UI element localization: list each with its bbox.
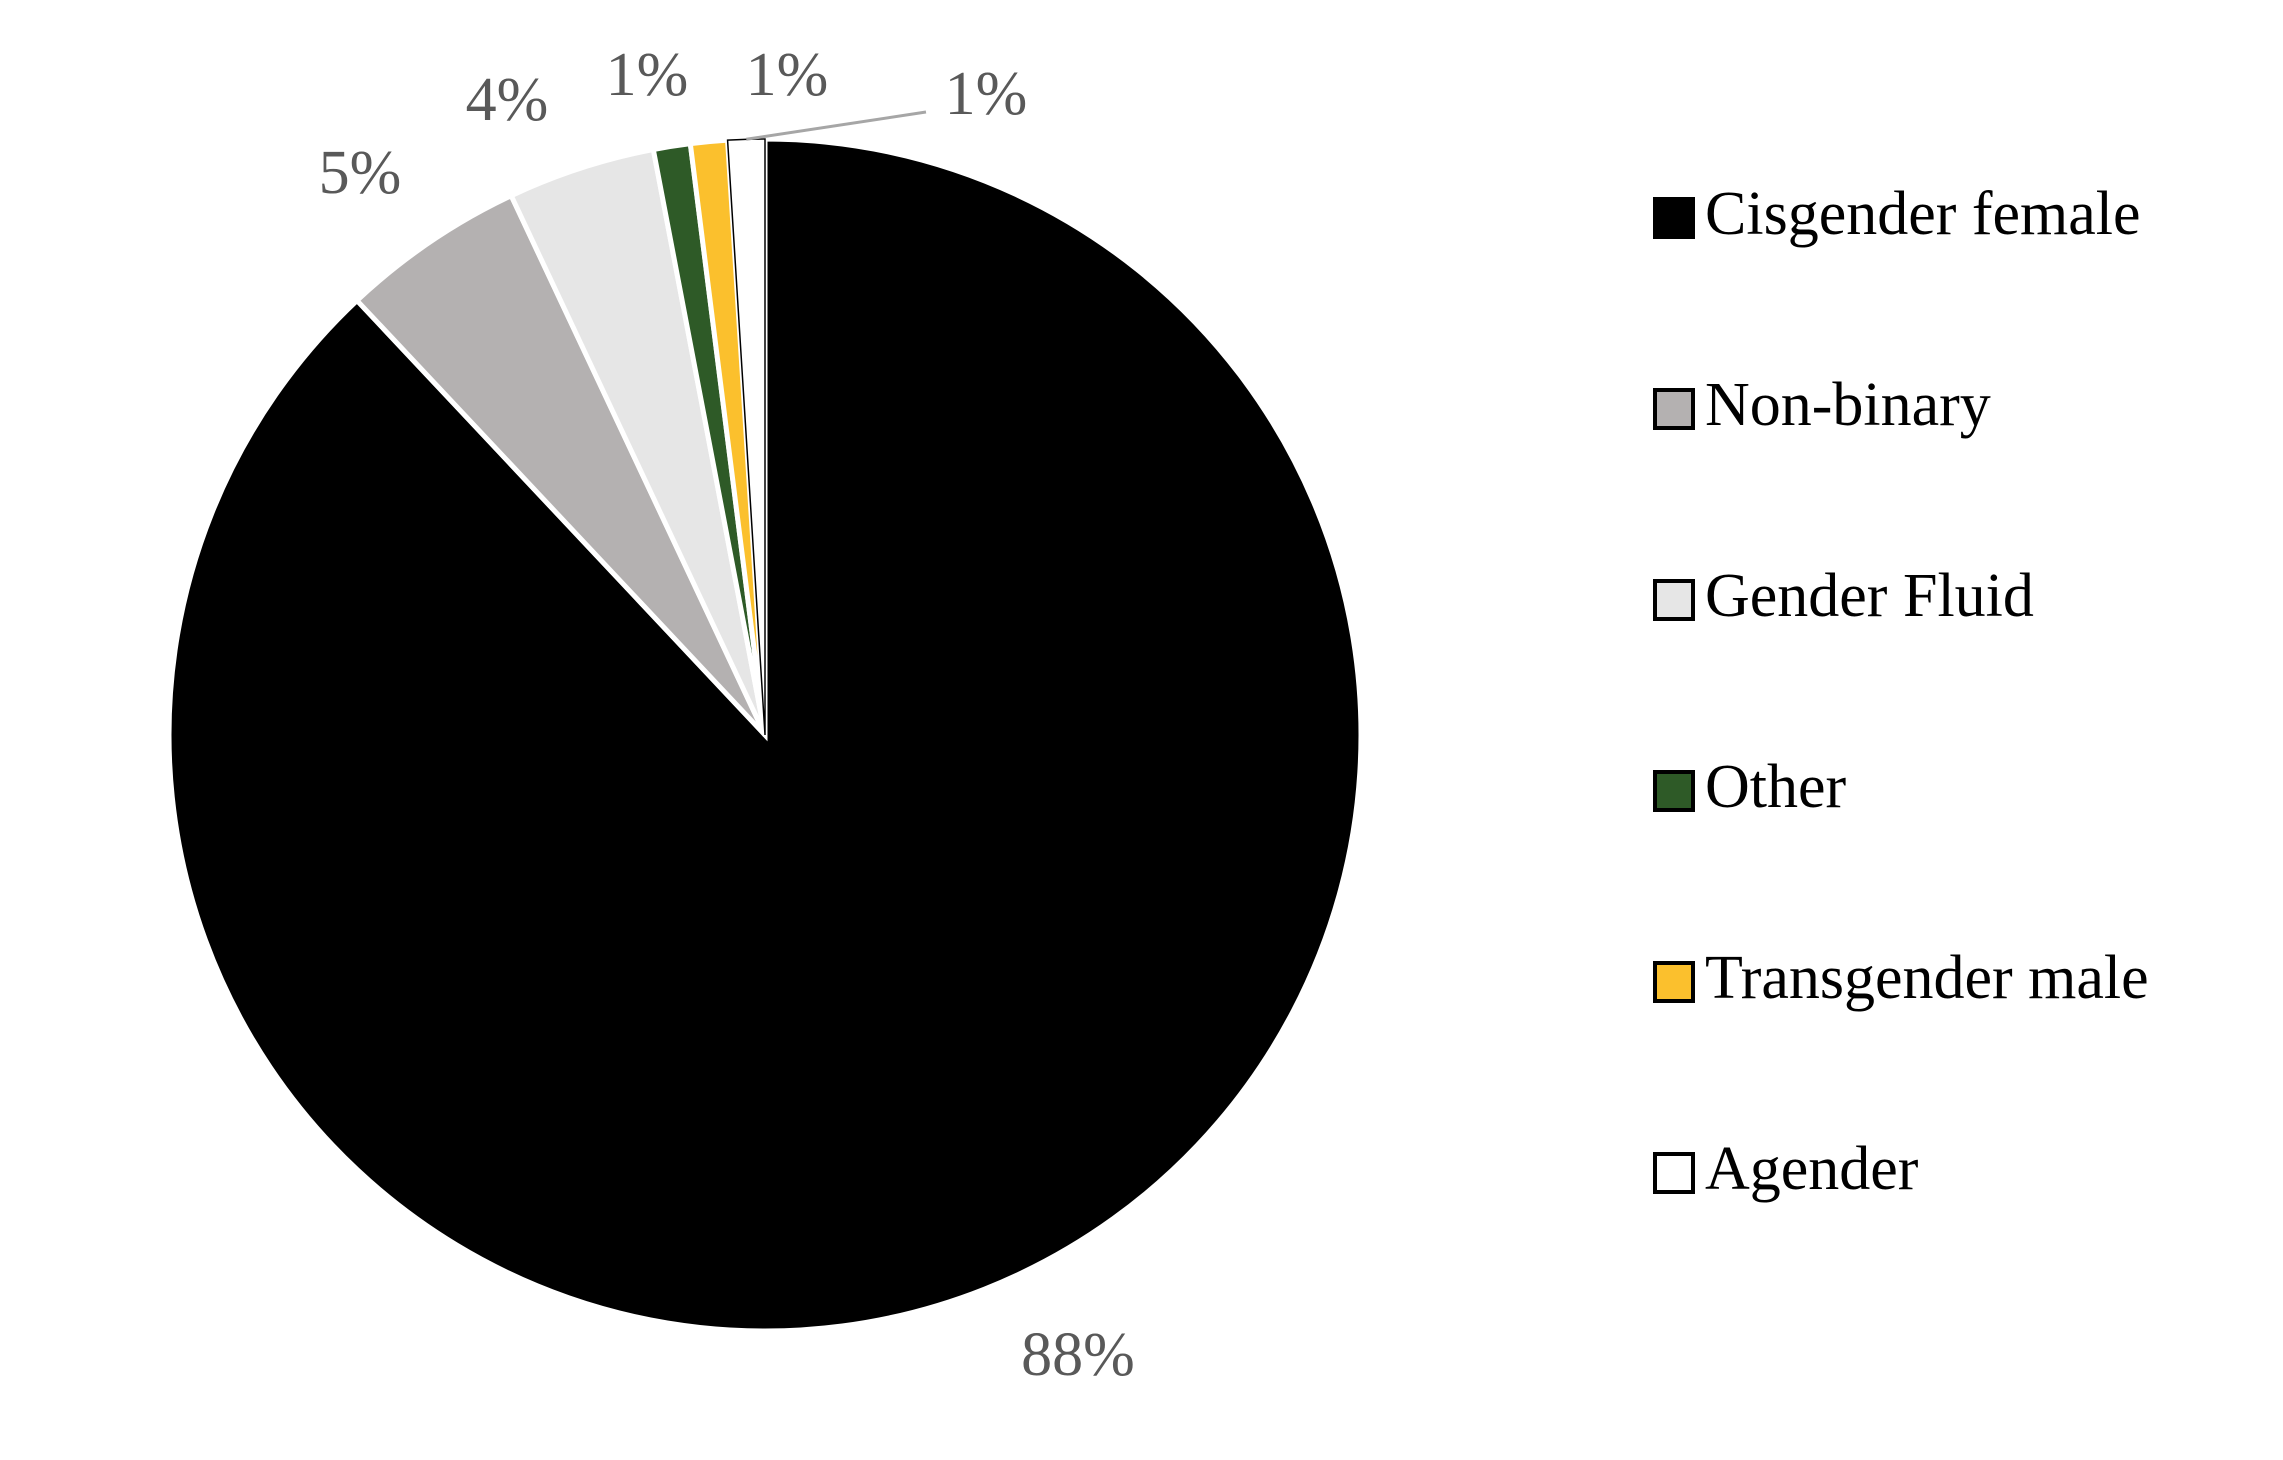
legend-label: Other xyxy=(1705,753,1847,821)
legend-swatch xyxy=(1653,961,1695,1003)
data-label: 1% xyxy=(746,41,829,109)
pie-slice xyxy=(353,192,768,737)
data-label: 4% xyxy=(466,66,549,134)
legend-label: Gender Fluid xyxy=(1705,562,2034,630)
legend-label: Non-binary xyxy=(1705,371,1991,439)
leader-line xyxy=(746,110,927,141)
data-label: 88% xyxy=(1021,1321,1135,1389)
legend-swatch xyxy=(1653,388,1695,430)
data-label: 1% xyxy=(606,41,689,109)
legend-swatch xyxy=(1653,1152,1695,1194)
legend-label: Cisgender female xyxy=(1705,180,2141,248)
legend-label: Agender xyxy=(1705,1135,1919,1203)
data-label: 5% xyxy=(319,139,402,207)
legend-swatch xyxy=(1653,579,1695,621)
legend-swatch xyxy=(1653,197,1695,239)
legend-label: Transgender male xyxy=(1705,944,2149,1012)
legend-swatch xyxy=(1653,770,1695,812)
data-label: 1% xyxy=(945,60,1028,128)
